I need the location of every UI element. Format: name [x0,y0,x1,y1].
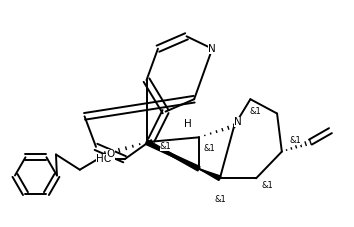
Polygon shape [147,142,200,171]
Polygon shape [145,140,199,169]
Text: &1: &1 [214,195,226,205]
Text: H: H [184,119,192,129]
Text: N: N [209,44,216,54]
Text: &1: &1 [290,136,301,145]
Text: &1: &1 [250,107,261,116]
Text: O: O [106,149,114,160]
Polygon shape [199,169,221,180]
Text: N: N [234,117,242,127]
Text: &1: &1 [160,142,172,151]
Text: HO: HO [96,154,112,164]
Text: &1: &1 [204,144,216,153]
Text: &1: &1 [262,181,274,190]
